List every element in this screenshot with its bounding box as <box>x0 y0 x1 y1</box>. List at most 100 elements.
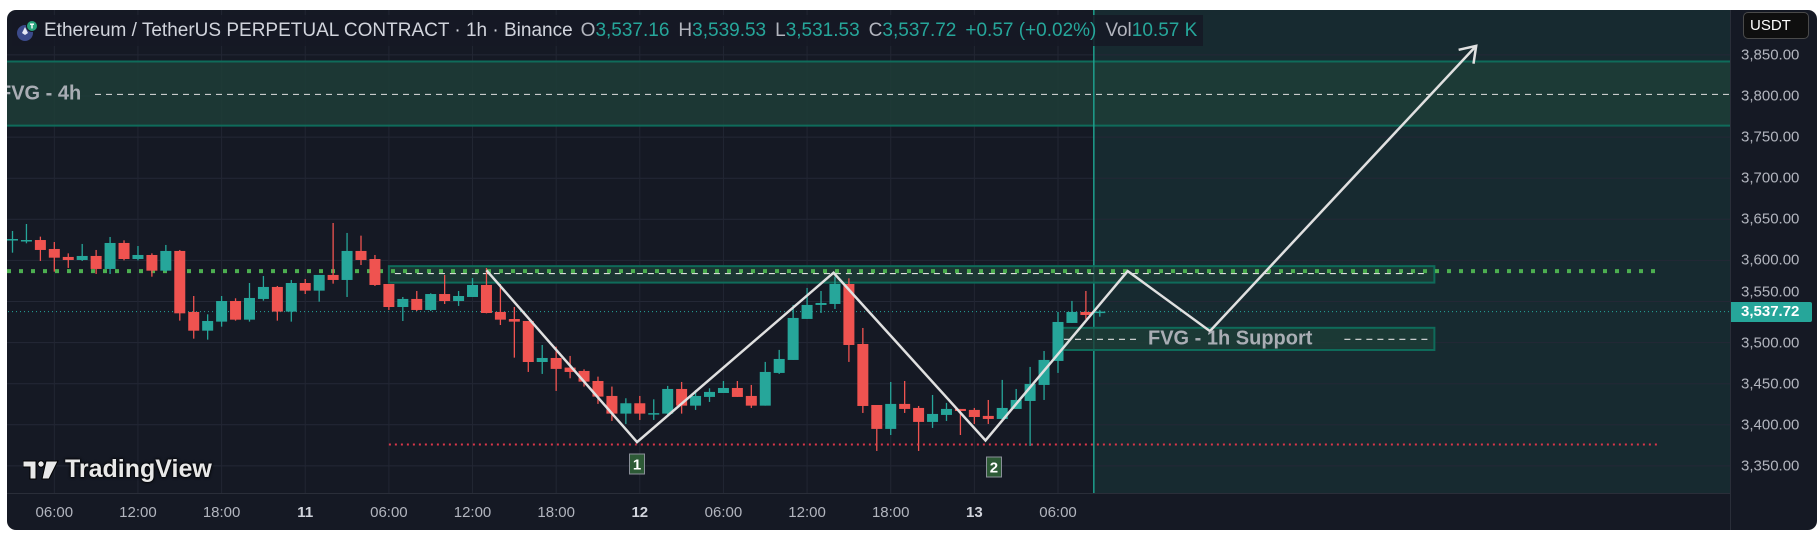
candle-body <box>1094 311 1106 314</box>
candle <box>522 320 534 372</box>
candle-body <box>522 320 534 362</box>
candle <box>174 249 186 321</box>
candle-body <box>425 294 437 310</box>
candle-body <box>690 395 702 406</box>
pattern-marker-2[interactable]: 2 <box>985 456 1002 478</box>
candle <box>271 285 283 321</box>
time-tick-label: 11 <box>297 504 314 521</box>
time-axis[interactable]: 06:00 12:00 18:00 11 06:00 12:00 18:00 12 06:00 1… <box>7 493 1730 530</box>
time-tick-label: 06:00 <box>35 504 74 521</box>
candle <box>439 274 451 304</box>
candle-body <box>216 301 228 322</box>
symbol-legend[interactable]: Ethereum / TetherUS PERPETUAL CONTRACT ·… <box>12 15 1204 46</box>
candle-body <box>257 286 269 299</box>
price-tick-label: 3,650.00 <box>1741 210 1800 228</box>
candle <box>76 243 88 261</box>
candle <box>690 389 702 410</box>
candle <box>550 346 562 391</box>
candle <box>731 380 743 397</box>
candle <box>996 379 1008 419</box>
candle-body <box>411 298 423 310</box>
tradingview-logo-icon <box>23 459 59 479</box>
candle-body <box>662 388 674 414</box>
candle-body <box>815 302 827 305</box>
candle-body <box>996 407 1008 419</box>
candle <box>927 394 939 428</box>
candle <box>815 290 827 313</box>
candle <box>62 253 74 268</box>
chart-window: FVG - 4h FVG - 1h Support 1 2 Ethereum / Te… <box>7 10 1817 530</box>
candle <box>397 296 409 321</box>
candle <box>620 398 632 424</box>
time-tick-label: 13 <box>966 504 983 521</box>
candle-body <box>397 298 409 308</box>
candle-body <box>1080 311 1092 315</box>
candle-body <box>20 240 32 242</box>
candle <box>1052 311 1064 373</box>
time-tick-label: 18:00 <box>871 504 910 521</box>
candle <box>383 283 395 310</box>
chart-canvas[interactable] <box>7 10 1817 530</box>
ethereum-tether-icon <box>16 19 38 42</box>
candle-body <box>48 248 60 258</box>
candle <box>1024 366 1036 446</box>
low-label: L <box>775 19 786 41</box>
candle <box>787 304 799 360</box>
candle <box>773 349 785 374</box>
candle <box>285 279 297 322</box>
candle-body <box>550 357 562 369</box>
price-tick-label: 3,700.00 <box>1741 169 1800 187</box>
candle-body <box>76 255 88 260</box>
time-tick-label: 12:00 <box>453 504 492 521</box>
candle-body <box>913 407 925 422</box>
candle <box>829 276 841 309</box>
close-label: C <box>868 19 883 41</box>
currency-selector[interactable]: USDT <box>1743 12 1809 39</box>
candle-body <box>202 320 214 331</box>
candle <box>578 369 590 387</box>
candle <box>1066 300 1078 323</box>
candle-body <box>843 283 855 345</box>
candle-body <box>829 283 841 304</box>
candle-body <box>940 408 952 415</box>
candle-body <box>592 380 604 397</box>
candle-body <box>299 283 311 291</box>
candle-body <box>160 250 172 271</box>
candle <box>230 298 242 321</box>
candle-body <box>508 319 520 322</box>
candle-body <box>954 408 966 411</box>
candle-body <box>606 395 618 414</box>
time-tick-label: 06:00 <box>370 504 408 521</box>
candle <box>188 295 200 339</box>
candle <box>857 327 869 413</box>
price-axis[interactable]: 3,850.00 3,800.00 3,750.00 3,700.00 3,650.00… <box>1730 10 1817 530</box>
candle <box>243 283 255 322</box>
projection-zigzag-line <box>485 45 1478 444</box>
time-tick-label: 06:00 <box>704 504 743 521</box>
candle <box>118 240 130 261</box>
candle <box>494 283 506 326</box>
time-tick-label: 18:00 <box>202 504 241 521</box>
candle-body <box>773 358 785 373</box>
candle-body <box>327 274 339 280</box>
candle <box>104 236 116 274</box>
candle <box>90 249 102 274</box>
price-tick-label: 3,850.00 <box>1741 46 1800 64</box>
candle <box>411 290 423 311</box>
open-value: 3,537.16 <box>595 19 670 41</box>
pattern-marker-1[interactable]: 1 <box>629 453 645 475</box>
symbol-title[interactable]: Ethereum / TetherUS PERPETUAL CONTRACT ·… <box>44 19 573 41</box>
candle <box>940 402 952 421</box>
candle <box>508 307 520 358</box>
tradingview-logo[interactable]: TradingView <box>23 455 212 484</box>
candle-body <box>620 403 632 414</box>
candle <box>327 222 339 284</box>
time-tick-label: 12:00 <box>119 504 157 521</box>
candle-body <box>857 343 869 406</box>
candle <box>202 314 214 340</box>
candle-body <box>494 311 506 320</box>
fvg-1h-support-label[interactable]: FVG - 1h Support <box>1148 327 1313 350</box>
high-value: 3,539.53 <box>692 19 767 41</box>
fvg-4h-label[interactable]: FVG - 4h <box>7 82 82 105</box>
candle-body <box>369 259 381 285</box>
